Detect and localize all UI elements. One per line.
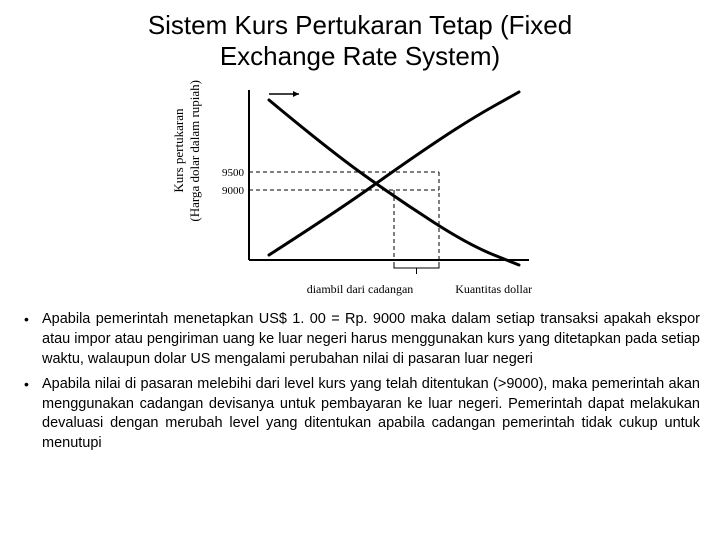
caption-row: diambil dari cadangan Kuantitas dollar [20, 282, 700, 300]
bullet-item: Apabila nilai di pasaran melebihi dari l… [20, 375, 700, 453]
title-line-1: Sistem Kurs Pertukaran Tetap (Fixed [148, 10, 572, 40]
svg-text:9000: 9000 [222, 185, 245, 197]
caption-x-axis: Kuantitas dollar [455, 282, 532, 297]
page-title: Sistem Kurs Pertukaran Tetap (Fixed Exch… [20, 10, 700, 72]
title-line-2: Exchange Rate System) [220, 41, 500, 71]
caption-center: diambil dari cadangan [307, 282, 414, 297]
svg-text:9500: 9500 [222, 167, 245, 179]
bullet-item: Apabila pemerintah menetapkan US$ 1. 00 … [20, 310, 700, 369]
bullet-list: Apabila pemerintah menetapkan US$ 1. 00 … [20, 310, 700, 453]
supply-demand-diagram: 9500 9000 [209, 80, 549, 280]
chart-area: Kurs pertukaran (Harga dolar dalam rupia… [20, 80, 700, 280]
y-axis-label: Kurs pertukaran (Harga dolar dalam rupia… [171, 80, 203, 242]
